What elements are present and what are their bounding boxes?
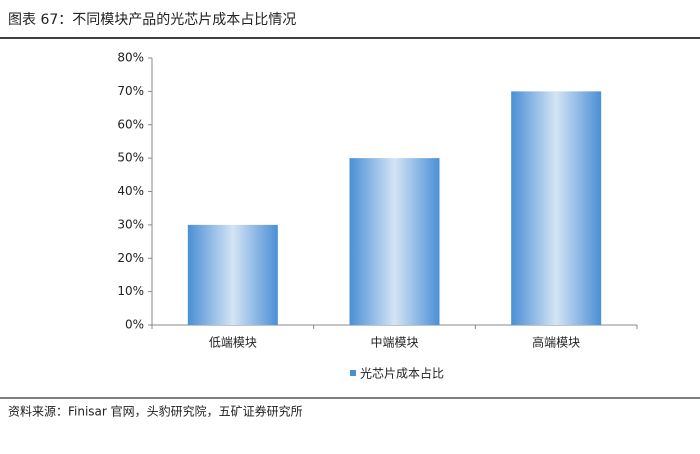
y-tick-label: 20% (117, 251, 144, 265)
y-tick-label: 50% (117, 151, 144, 165)
legend-swatch (350, 370, 356, 376)
x-tick-label: 高端模块 (532, 335, 580, 350)
y-tick-label: 10% (117, 284, 144, 298)
bar (187, 224, 278, 325)
legend-label: 光芯片成本占比 (360, 366, 444, 381)
source: 资料来源：Finisar 官网，头豹研究院，五矿证券研究所 (8, 404, 303, 419)
y-tick-label: 70% (117, 84, 144, 98)
x-tick-label: 低端模块 (209, 336, 257, 350)
y-tick-label: 60% (117, 117, 144, 131)
y-tick-label: 40% (117, 184, 144, 198)
y-tick-label: 30% (117, 217, 144, 231)
x-tick-label: 中端模块 (370, 335, 418, 350)
chart-title: 图表 67：不同模块产品的光芯片成本占比情况 (8, 12, 296, 28)
bar (511, 91, 602, 325)
bar (349, 158, 440, 325)
y-tick-label: 80% (117, 51, 144, 65)
y-tick-label: 0% (125, 318, 144, 332)
